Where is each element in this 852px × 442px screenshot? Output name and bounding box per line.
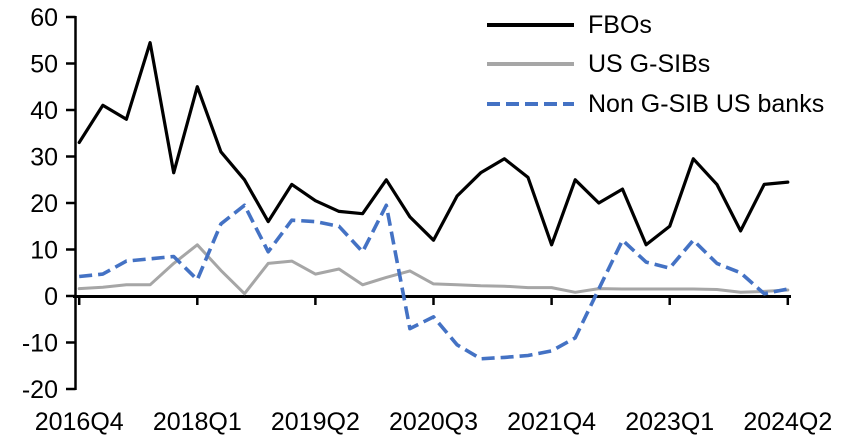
legend-label-fbos: FBOs xyxy=(588,10,652,39)
y-tick-label: -10 xyxy=(22,330,58,358)
y-tick-label: 10 xyxy=(30,237,58,265)
legend-label-us-gsibs: US G-SIBs xyxy=(588,49,711,78)
legend-item-fbos: FBOs xyxy=(487,10,652,39)
series-line-us-g-sibs xyxy=(77,243,790,296)
x-tick-label: 2021Q4 xyxy=(507,408,596,436)
y-tick-label: 50 xyxy=(30,51,58,79)
y-tick-label: 60 xyxy=(30,4,58,32)
y-tick-label: 40 xyxy=(30,97,58,125)
y-tick-label: 20 xyxy=(30,190,58,218)
x-tick-label: 2016Q4 xyxy=(35,408,124,436)
series-line-non-g-sib-us-banks xyxy=(79,203,789,361)
y-tick-label: -20 xyxy=(22,376,58,404)
x-tick-label: 2018Q1 xyxy=(153,408,242,436)
x-tick-label: 2023Q1 xyxy=(625,408,714,436)
legend-item-us-gsibs: US G-SIBs xyxy=(487,49,711,78)
x-tick-label: 2024Q2 xyxy=(743,408,832,436)
us-gsibs-line-swatch-icon xyxy=(487,62,574,66)
y-tick-label: 30 xyxy=(30,144,58,172)
series-line-fbos xyxy=(77,40,790,247)
x-tick-label: 2020Q3 xyxy=(389,408,478,436)
non-gsib-line-swatch-icon xyxy=(487,102,574,106)
fbos-line-swatch-icon xyxy=(487,23,574,27)
x-tick-label: 2019Q2 xyxy=(271,408,360,436)
legend-item-non-gsib: Non G-SIB US banks xyxy=(487,89,825,118)
y-tick-label: 0 xyxy=(44,283,58,311)
legend-label-non-gsib: Non G-SIB US banks xyxy=(588,89,825,118)
